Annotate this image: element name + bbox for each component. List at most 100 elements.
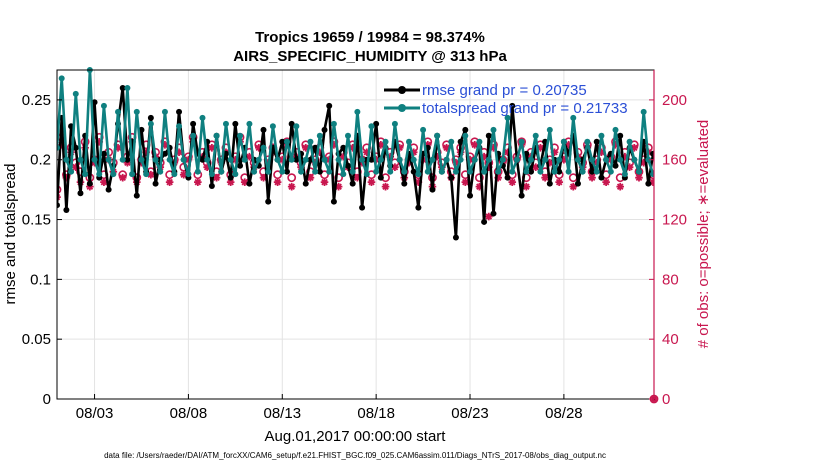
totalspread-point: [279, 168, 286, 175]
obs-evaluated-point: [339, 152, 348, 161]
totalspread-point: [185, 171, 192, 178]
y-right-tick-label: 200: [662, 92, 687, 109]
obs-evaluated-point: [630, 143, 639, 152]
rmse-point: [645, 180, 652, 187]
obs-evaluated-point: [118, 173, 127, 182]
obs-evaluated-point: [301, 143, 310, 152]
totalspread-point: [640, 108, 647, 115]
totalspread-point: [246, 120, 253, 127]
totalspread-point: [138, 156, 145, 163]
obs-possible-point: [475, 173, 484, 183]
totalspread-point: [438, 168, 445, 175]
obs-evaluated-point: [367, 178, 376, 186]
obs-evaluated-point: [531, 163, 540, 172]
totalspread-point: [593, 168, 600, 175]
totalspread-point: [82, 171, 89, 178]
totalspread-point: [260, 144, 267, 151]
totalspread-point: [424, 168, 431, 175]
obs-evaluated-point: [278, 155, 287, 164]
rmse-point: [359, 204, 366, 211]
rmse-point: [546, 180, 553, 187]
totalspread-point: [382, 138, 389, 145]
obs-evaluated-point: [391, 163, 399, 172]
totalspread-point: [283, 138, 290, 145]
obs-evaluated-point: [433, 152, 441, 161]
y-tick-label: 0.15: [22, 212, 51, 229]
rmse-point: [349, 180, 356, 187]
totalspread-point: [504, 114, 511, 121]
obs-evaluated-point: [494, 173, 502, 182]
totalspread-point: [204, 156, 211, 163]
rmse-point: [316, 168, 323, 175]
plot-frame: [56, 69, 655, 400]
y-right-tick-label: 120: [662, 212, 687, 229]
rmse-point: [574, 180, 581, 187]
rmse-point: [100, 150, 107, 157]
rmse-point: [227, 174, 234, 181]
legend-totalspread-label: totalspread grand pr = 0.21733: [422, 100, 628, 117]
totalspread-point: [373, 168, 380, 175]
y-right-tick-label: 0: [662, 391, 670, 408]
obs-evaluated-point: [649, 178, 654, 186]
rmse-point: [293, 156, 300, 163]
totalspread-point: [68, 168, 75, 175]
rmse-point: [86, 180, 93, 187]
totalspread-point: [96, 171, 103, 178]
obs-evaluated-point: [194, 178, 202, 186]
obs-evaluated-point: [522, 182, 531, 191]
totalspread-point: [77, 156, 84, 163]
rmse-point: [119, 84, 126, 91]
totalspread-point: [194, 168, 201, 175]
obs-evaluated-point: [147, 170, 155, 179]
rmse-point: [457, 138, 464, 145]
totalspread-point: [298, 168, 305, 175]
totalspread-point: [377, 156, 384, 163]
right-axis-ticks: 0 40 80 120 160 200: [649, 70, 687, 408]
rmse-point: [401, 180, 408, 187]
rmse-point: [415, 204, 422, 211]
rmse-point: [199, 156, 206, 163]
obs-evaluated-outlier: [484, 212, 493, 221]
obs-evaluated-point: [508, 178, 517, 186]
y-right-tick-label: 80: [662, 271, 679, 288]
totalspread-point: [57, 144, 60, 151]
totalspread-point: [129, 171, 136, 178]
totalspread-point: [565, 168, 572, 175]
totalspread-point: [157, 168, 164, 175]
rmse-point: [152, 180, 159, 187]
totalspread-point: [560, 138, 567, 145]
totalspread-point: [105, 156, 112, 163]
totalspread-point: [124, 84, 131, 91]
y-right-tick-label: 160: [662, 152, 687, 169]
totalspread-point: [274, 156, 281, 163]
totalspread-point: [312, 168, 319, 175]
rmse-point: [518, 192, 525, 199]
obs-evaluated-point: [564, 140, 573, 149]
totalspread-point: [499, 156, 506, 163]
rmse-point: [598, 174, 605, 181]
x-tick-label: 08/23: [451, 405, 489, 422]
rmse-point: [237, 162, 244, 169]
legend-totalspread-marker: [398, 104, 406, 112]
rmse-point: [283, 168, 290, 175]
obs-evaluated-point: [100, 178, 108, 186]
rmse-point: [326, 102, 333, 109]
totalspread-point: [176, 123, 183, 130]
rmse-point: [91, 99, 98, 106]
totalspread-point: [340, 171, 347, 178]
totalspread-point: [607, 168, 614, 175]
y-axis-right-label: # of obs: o=possible; ∗=evaluated: [695, 120, 712, 349]
obs-evaluated-point: [414, 178, 423, 186]
rmse-point: [429, 186, 436, 193]
x-tick-label: 08/03: [76, 405, 114, 422]
y-right-tick-label: 40: [662, 331, 679, 348]
rmse-point: [321, 126, 328, 133]
obs-evaluated-point: [546, 158, 554, 167]
obs-evaluated-point: [569, 182, 578, 191]
y-tick-label: 0.25: [22, 92, 51, 109]
totalspread-point: [495, 168, 502, 175]
obs-evaluated-point: [273, 178, 282, 186]
totalspread-point: [321, 156, 328, 163]
totalspread-point: [518, 138, 525, 145]
obs-evaluated-point: [175, 148, 183, 157]
